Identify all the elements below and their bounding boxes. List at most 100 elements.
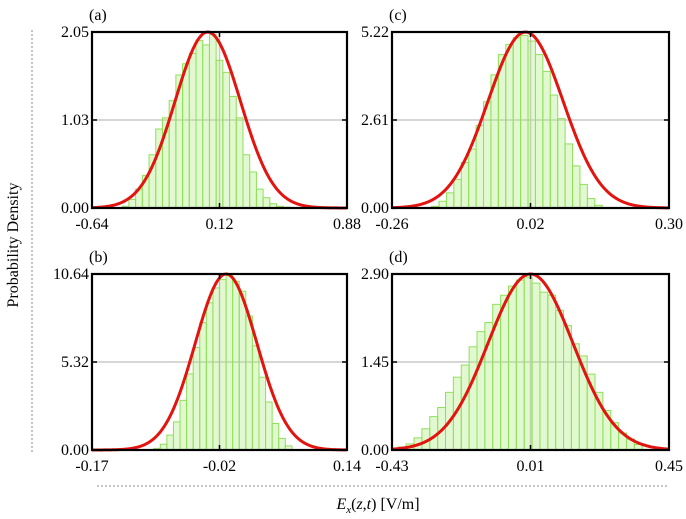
histogram-bar [199, 322, 207, 451]
histogram-bar [265, 401, 273, 451]
histogram-bar [476, 331, 486, 451]
histogram-bar [468, 148, 477, 209]
x-axis-title: Ex(z,t) [V/m] [335, 496, 419, 516]
panel-d: -0.43 0.01 0.45 0.00 1.45 2.90(d) [361, 249, 683, 475]
x-tick-label: 0.02 [517, 216, 545, 233]
panel-b: -0.17 -0.02 0.14 0.00 5.32 10.64(b) [53, 249, 361, 475]
histogram-bar [188, 52, 197, 209]
histogram-bar [557, 118, 566, 209]
histogram-bar [192, 346, 201, 451]
histogram-bar [225, 274, 234, 451]
histogram-bar [242, 154, 251, 209]
x-tick-label: 0.01 [517, 458, 545, 475]
histogram-bar [186, 373, 194, 451]
histogram-bar [572, 165, 581, 209]
panel-label: (b) [89, 249, 108, 266]
histogram-bar [179, 399, 188, 451]
histogram-bar [539, 291, 549, 451]
histogram-bar [586, 198, 596, 209]
histogram-bar [235, 117, 244, 209]
x-tick-label: -0.43 [375, 458, 408, 475]
y-tick-label: 5.22 [361, 24, 389, 41]
histogram-bar [232, 280, 240, 451]
y-tick-label: 10.64 [53, 266, 89, 283]
histogram-bar [542, 70, 551, 209]
histogram-bar [490, 74, 499, 209]
histogram-bar [195, 40, 204, 209]
histogram-bar [505, 43, 514, 209]
histogram-bar [555, 309, 565, 451]
histogram-bar [507, 285, 517, 451]
histogram-bar [564, 143, 574, 209]
x-tick-label: 0.45 [655, 458, 683, 475]
histogram-bar [534, 54, 544, 209]
histogram-bar [500, 294, 509, 451]
histogram-bar [512, 37, 522, 209]
panel-label: (a) [89, 7, 107, 24]
histogram-bar [483, 101, 492, 209]
histogram-bar [271, 423, 280, 451]
histogram-bar [547, 294, 557, 451]
histogram-bar [238, 290, 247, 451]
panel-label: (d) [389, 249, 408, 266]
x-tick-label: 0.12 [206, 216, 234, 233]
y-tick-label: 5.32 [61, 354, 89, 371]
histogram-bar [445, 192, 455, 209]
panel-c: -0.26 0.02 0.30 0.00 2.61 5.22(c) [361, 7, 683, 233]
x-tick-label: 0.88 [333, 216, 361, 233]
gaussian-fit-curve [91, 30, 347, 210]
histogram-bar [520, 34, 529, 209]
histogram-bar [515, 279, 525, 451]
histogram-bar [215, 59, 224, 209]
y-tick-label: 2.61 [361, 112, 389, 129]
histogram-bar [527, 40, 536, 209]
histogram-bar [497, 54, 507, 209]
y-tick-label: 0.00 [61, 442, 89, 459]
y-tick-label: 0.00 [361, 200, 389, 217]
x-tick-label: -0.64 [75, 216, 108, 233]
y-axis-title: Probability Density [5, 183, 22, 308]
panel-label: (c) [389, 7, 407, 24]
histogram-bar [278, 437, 286, 451]
histogram-bar [202, 44, 210, 209]
panel-a: -0.64 0.12 0.88 0.00 1.03 2.05(a) [61, 7, 361, 233]
y-tick-label: 2.90 [361, 266, 389, 283]
histogram-bar [460, 364, 470, 451]
histogram-bar [460, 161, 470, 209]
histogram-bar [251, 345, 260, 451]
y-tick-label: 2.05 [61, 24, 89, 41]
histogram-bar [475, 124, 485, 209]
x-tick-label: -0.02 [203, 458, 236, 475]
histogram-bar [563, 325, 572, 451]
y-tick-label: 0.00 [361, 442, 389, 459]
x-tick-label: -0.26 [375, 216, 408, 233]
x-tick-label: -0.17 [75, 458, 108, 475]
y-tick-label: 1.03 [61, 112, 89, 129]
histogram-bar [531, 282, 541, 451]
histogram-bar [205, 302, 214, 451]
x-tick-label: 0.30 [655, 216, 683, 233]
histogram-bar [249, 171, 257, 209]
histogram-bar [258, 376, 267, 451]
histogram-bar [172, 421, 181, 451]
histogram-bar [579, 183, 588, 209]
y-tick-label: 1.45 [361, 354, 389, 371]
histogram-bar [219, 279, 227, 451]
histogram-bar [128, 198, 137, 209]
histogram-bar [245, 315, 253, 451]
histogram-bar [262, 197, 271, 209]
histogram-bar [222, 71, 231, 209]
histogram-bar [523, 276, 533, 451]
histogram-bar [549, 94, 559, 209]
histogram-bar [182, 63, 190, 209]
histogram-bar [208, 34, 217, 209]
y-tick-label: 0.00 [61, 200, 89, 217]
x-tick-label: 0.14 [333, 458, 361, 475]
histogram-bar [166, 434, 174, 451]
histogram-bar [212, 287, 221, 451]
histogram-bar [255, 188, 264, 209]
histogram-bar [229, 95, 237, 209]
histogram-bar [468, 346, 478, 451]
histogram-bar [453, 178, 462, 209]
